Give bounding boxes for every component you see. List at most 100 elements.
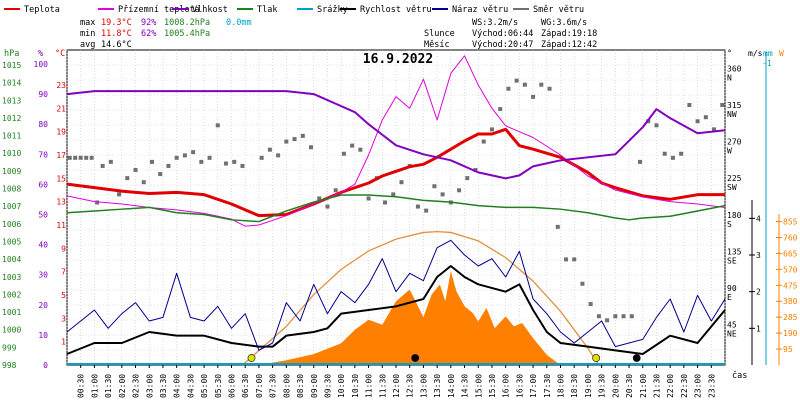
wind-direction-point (215, 123, 220, 128)
dir-tick-value: 225 (727, 174, 742, 183)
solar-tick-label: 760 (783, 233, 798, 242)
wind-direction-point (457, 188, 462, 193)
temp-tick-label: 17 (56, 151, 66, 160)
press-tick-label: 1011 (2, 132, 21, 141)
dir-tick-value: 315 (727, 101, 742, 110)
x-tick-label: 08:00 (282, 374, 291, 398)
legend-label: Vlhkost (192, 5, 228, 15)
hum-tick-label: 0 (43, 361, 48, 370)
x-tick-label: 15:30 (488, 374, 497, 398)
x-tick-label: 23:00 (694, 374, 703, 398)
wind-direction-point (73, 155, 78, 160)
wind-direction-point (473, 168, 478, 172)
press-tick-label: 1001 (2, 308, 21, 317)
series-line-rychlost-v-tru (66, 265, 726, 355)
x-tick-label: 10:00 (337, 374, 346, 398)
x-tick-label: 11:30 (378, 374, 387, 398)
wind-axis-unit: m/s (748, 49, 763, 58)
temp-tick-label: 7 (61, 268, 66, 277)
temp-tick-label: 23 (56, 81, 66, 90)
marker-sunrise (247, 354, 256, 362)
temp-axis-unit: °C (55, 49, 65, 59)
dir-tick-label: NE (727, 329, 737, 338)
stats-max-label: max (80, 18, 95, 28)
solar-radiation-area (258, 271, 561, 365)
wind-direction-point (207, 155, 212, 160)
x-tick-label: 15:00 (474, 374, 483, 398)
stats-max-rain: 0.0mm (226, 18, 252, 28)
press-tick-label: 1009 (2, 167, 21, 176)
hum-axis-unit: % (38, 49, 43, 59)
wind-direction-point (95, 200, 100, 205)
wind-direction-point (78, 155, 83, 160)
x-tick-label: 09:30 (323, 374, 332, 398)
series-line-teplota (66, 127, 725, 218)
dir-tick-label: SE (727, 256, 737, 265)
marker-moonset (411, 354, 420, 362)
press-tick-label: 998 (2, 361, 17, 370)
hum-tick-label: 80 (38, 120, 48, 129)
dir-tick-value: 270 (727, 138, 742, 147)
x-tick-label: 19:30 (598, 374, 607, 398)
stats-min-hum: 62% (141, 29, 156, 39)
wind-direction-point (465, 176, 470, 181)
solar-theory-line (242, 230, 600, 366)
wind-direction-point (572, 257, 577, 262)
x-tick-label: 13:30 (433, 374, 442, 398)
wind-direction-point (621, 314, 626, 319)
wind-direction-point (240, 163, 245, 168)
dir-tick-label: SW (727, 183, 737, 192)
wind-tick-label: 1 (756, 324, 761, 333)
info-moon-rise: Východ:20:47 (472, 40, 533, 50)
x-tick-label: 00:30 (77, 374, 86, 398)
info-moon-set: Západ:12:42 (541, 40, 597, 50)
solar-tick-label: 570 (783, 265, 798, 274)
x-tick-label: 01:00 (90, 374, 99, 398)
press-tick-label: 1013 (2, 96, 21, 105)
legend-label: Srážky (317, 5, 348, 15)
chart-title: 16.9.2022 (363, 52, 433, 67)
dir-tick-value: 135 (727, 247, 742, 256)
dir-tick-value: 180 (727, 211, 742, 220)
hum-tick-label: 100 (34, 60, 49, 69)
x-tick-label: 07:30 (269, 374, 278, 398)
dir-tick-value: 45 (727, 320, 737, 329)
dir-tick-label: NW (727, 110, 737, 119)
wind-direction-point (498, 107, 503, 112)
x-tick-label: 12:00 (392, 374, 401, 398)
stats-panel: max 19.3°C 92% 1008.2hPa 0.0mm min 11.8°C 62% 10… (80, 18, 252, 50)
wind-direction-point (481, 139, 486, 144)
plot-area (66, 55, 726, 366)
wind-direction-point (629, 314, 634, 319)
wind-direction-point (366, 196, 371, 201)
wind-direction-point (596, 314, 601, 319)
stats-avg-label: avg (80, 40, 95, 50)
press-tick-label: 1007 (2, 202, 21, 211)
x-tick-label: 09:00 (310, 374, 319, 398)
solar-tick-label: 665 (783, 249, 798, 258)
rain-tick-label: -1 (762, 59, 772, 68)
wind-direction-point (522, 82, 527, 87)
press-tick-label: 1003 (2, 273, 21, 282)
wind-direction-point (547, 86, 552, 91)
wind-direction-point (191, 150, 196, 155)
temp-tick-label: 21 (56, 104, 66, 113)
wind-direction-point (341, 151, 346, 156)
wind-direction-point (703, 115, 708, 120)
wind-direction-point (309, 145, 314, 150)
legend-label: Směr větru (533, 5, 584, 15)
solar-tick-label: 855 (783, 218, 798, 227)
temp-tick-label: 3 (61, 314, 66, 323)
temp-tick-label: 13 (56, 198, 66, 207)
wind-direction-point (259, 155, 264, 160)
stats-max-temp: 19.3°C (101, 18, 132, 28)
hum-tick-label: 50 (38, 211, 48, 220)
press-tick-label: 1004 (2, 255, 21, 264)
press-tick-label: 1010 (2, 149, 21, 158)
solar-tick-label: 475 (783, 281, 798, 290)
wind-direction-point (679, 151, 684, 156)
wind-direction-point (514, 78, 519, 83)
x-tick-label: 02:30 (132, 374, 141, 398)
